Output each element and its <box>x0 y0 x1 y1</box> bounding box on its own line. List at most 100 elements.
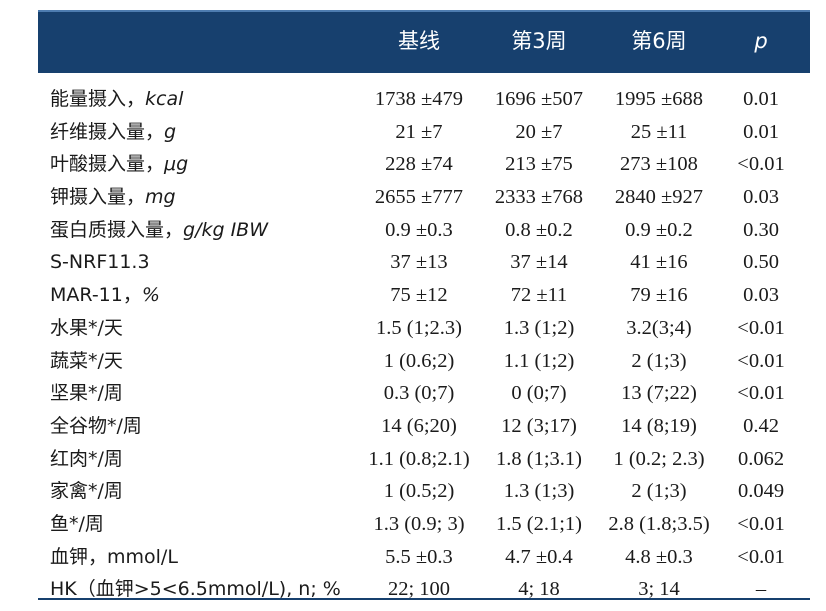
p-value: 0.30 <box>743 218 779 241</box>
baseline-value: 37 ±13 <box>390 251 448 274</box>
week6-value: 1 (0.2; 2.3) <box>613 447 705 470</box>
row-label-unit: μg <box>164 153 189 176</box>
p-value: 0.42 <box>743 414 779 437</box>
baseline-value: 14 (6;20) <box>381 414 457 437</box>
week3-value: 1.1 (1;2) <box>503 349 575 372</box>
row-label: 鱼*/周 <box>50 508 104 541</box>
row-label-text: 能量摄入， <box>50 88 146 110</box>
row-label: 能量摄入，kcal <box>50 83 183 116</box>
row-label: 蔬菜*/天 <box>50 345 123 378</box>
week6-value: 0.9 ±0.2 <box>625 218 693 241</box>
table-header: 基线 第3周 第6周 p <box>38 10 810 73</box>
week3-value: 213 ±75 <box>505 153 573 176</box>
week3-value: 1.8 (1;3.1) <box>496 447 582 470</box>
week3-value: 72 ±11 <box>510 284 568 307</box>
p-value: 0.062 <box>737 447 785 470</box>
row-label-text: 鱼*/周 <box>50 512 104 535</box>
week3-value: 1.5 (2.1;1) <box>496 512 582 535</box>
baseline-value: 75 ±12 <box>390 284 448 307</box>
table-row: 红肉*/周 1.1 (0.8;2.1) 1.8 (1;3.1) 1 (0.2; 2.3… <box>38 443 810 476</box>
row-label: 钾摄入量，mg <box>50 181 176 214</box>
table-row: 蛋白质摄入量，g/kg IBW 0.9 ±0.3 0.8 ±0.2 0.9 ±0.2 0… <box>38 214 810 247</box>
row-label: MAR-11，% <box>50 279 160 312</box>
week3-value: 0.8 ±0.2 <box>505 218 573 241</box>
row-label: 叶酸摄入量，μg <box>50 148 188 181</box>
row-label-text: 纤维摄入量， <box>50 120 165 143</box>
row-label: 水果*/天 <box>50 312 123 345</box>
table-row: 纤维摄入量，g 21 ±7 20 ±7 25 ±11 0.01 <box>38 116 810 149</box>
table-body: 能量摄入，kcal 1738 ±479 1696 ±507 1995 ±688 0.01… <box>38 83 810 606</box>
table-row: 钾摄入量，mg 2655 ±777 2333 ±768 2840 ±927 0.03 <box>38 181 810 214</box>
table-row: HK（血钾>5<6.5mmol/L), n; % 22; 100 4; 18 3; 1… <box>38 573 810 606</box>
week6-value: 1995 ±688 <box>614 88 704 110</box>
row-label-text: 家禽*/周 <box>50 480 123 503</box>
baseline-value: 21 ±7 <box>395 120 443 143</box>
p-value: 0.049 <box>737 480 785 503</box>
p-value: – <box>755 578 767 601</box>
baseline-value: 1738 ±479 <box>374 88 464 110</box>
table-row: 蔬菜*/天 1 (0.6;2) 1.1 (1;2) 2 (1;3) <0.01 <box>38 345 810 378</box>
week3-value: 4; 18 <box>518 578 560 601</box>
header-label-column <box>38 10 356 73</box>
week3-value: 20 ±7 <box>515 120 563 143</box>
row-label-unit: % <box>141 284 160 307</box>
baseline-value: 1.5 (1;2.3) <box>376 316 462 339</box>
header-week3: 第3周 <box>511 29 567 53</box>
table-row: 坚果*/周 0.3 (0;7) 0 (0;7) 13 (7;22) <0.01 <box>38 377 810 410</box>
p-value: <0.01 <box>737 512 785 535</box>
data-table: 基线 第3周 第6周 p 能量摄入，kcal 1738 ±479 1696 ±507… <box>38 10 810 606</box>
p-value: 0.50 <box>743 251 779 274</box>
row-label: 蛋白质摄入量，g/kg IBW <box>50 214 268 247</box>
baseline-value: 1 (0.5;2) <box>383 480 455 503</box>
p-value: <0.01 <box>737 382 785 405</box>
row-label: 坚果*/周 <box>50 377 123 410</box>
row-label-text: 水果*/天 <box>50 316 123 339</box>
row-label-unit: mg <box>145 186 176 209</box>
week3-value: 1.3 (1;2) <box>503 316 575 339</box>
table-row: 水果*/天 1.5 (1;2.3) 1.3 (1;2) 3.2(3;4) <0.01 <box>38 312 810 345</box>
p-value: 0.01 <box>743 88 779 110</box>
baseline-value: 228 ±74 <box>385 153 453 176</box>
p-value: <0.01 <box>737 316 785 339</box>
row-label: 纤维摄入量，g <box>50 116 176 149</box>
week6-value: 13 (7;22) <box>621 382 697 405</box>
week3-value: 1.3 (1;3) <box>503 480 575 503</box>
week3-value: 0 (0;7) <box>511 382 567 405</box>
header-p-value: p <box>754 29 768 53</box>
week6-value: 2.8 (1.8;3.5) <box>608 512 710 535</box>
row-label: 家禽*/周 <box>50 475 123 508</box>
week3-value: 37 ±14 <box>510 251 568 274</box>
baseline-value: 1.3 (0.9; 3) <box>373 512 465 535</box>
week6-value: 25 ±11 <box>630 120 688 143</box>
row-label-text: 血钾，mmol/L <box>50 545 178 568</box>
row-label: 全谷物*/周 <box>50 410 142 443</box>
week6-value: 2840 ±927 <box>614 186 704 209</box>
row-label-text: 蛋白质摄入量， <box>50 218 184 241</box>
baseline-value: 22; 100 <box>387 578 451 601</box>
table-row: MAR-11，% 75 ±12 72 ±11 79 ±16 0.03 <box>38 279 810 312</box>
row-label-text: 钾摄入量， <box>50 186 146 209</box>
p-value: 0.03 <box>743 186 779 209</box>
table-row: 家禽*/周 1 (0.5;2) 1.3 (1;3) 2 (1;3) 0.049 <box>38 475 810 508</box>
row-label-unit: g <box>164 120 177 143</box>
baseline-value: 1 (0.6;2) <box>383 349 455 372</box>
row-label: HK（血钾>5<6.5mmol/L), n; % <box>50 573 341 606</box>
baseline-value: 5.5 ±0.3 <box>385 545 453 568</box>
row-label-text: 红肉*/周 <box>50 447 123 470</box>
week6-value: 4.8 ±0.3 <box>625 545 693 568</box>
row-label-unit: kcal <box>145 88 184 110</box>
row-label-text: 蔬菜*/天 <box>50 349 123 372</box>
header-week6: 第6周 <box>631 29 687 53</box>
week6-value: 79 ±16 <box>630 284 688 307</box>
table-row: 叶酸摄入量，μg 228 ±74 213 ±75 273 ±108 <0.01 <box>38 148 810 181</box>
week3-value: 2333 ±768 <box>494 186 584 209</box>
baseline-value: 2655 ±777 <box>374 186 464 209</box>
row-label-text: HK（血钾>5<6.5mmol/L), n; % <box>50 578 341 601</box>
week6-value: 14 (8;19) <box>621 414 697 437</box>
table-row: 鱼*/周 1.3 (0.9; 3) 1.5 (2.1;1) 2.8 (1.8;3.5)… <box>38 508 810 541</box>
row-label-text: 全谷物*/周 <box>50 414 142 437</box>
week6-value: 2 (1;3) <box>631 480 687 503</box>
table-row: S-NRF11.3 37 ±13 37 ±14 41 ±16 0.50 <box>38 246 810 279</box>
p-value: 0.01 <box>743 120 779 143</box>
